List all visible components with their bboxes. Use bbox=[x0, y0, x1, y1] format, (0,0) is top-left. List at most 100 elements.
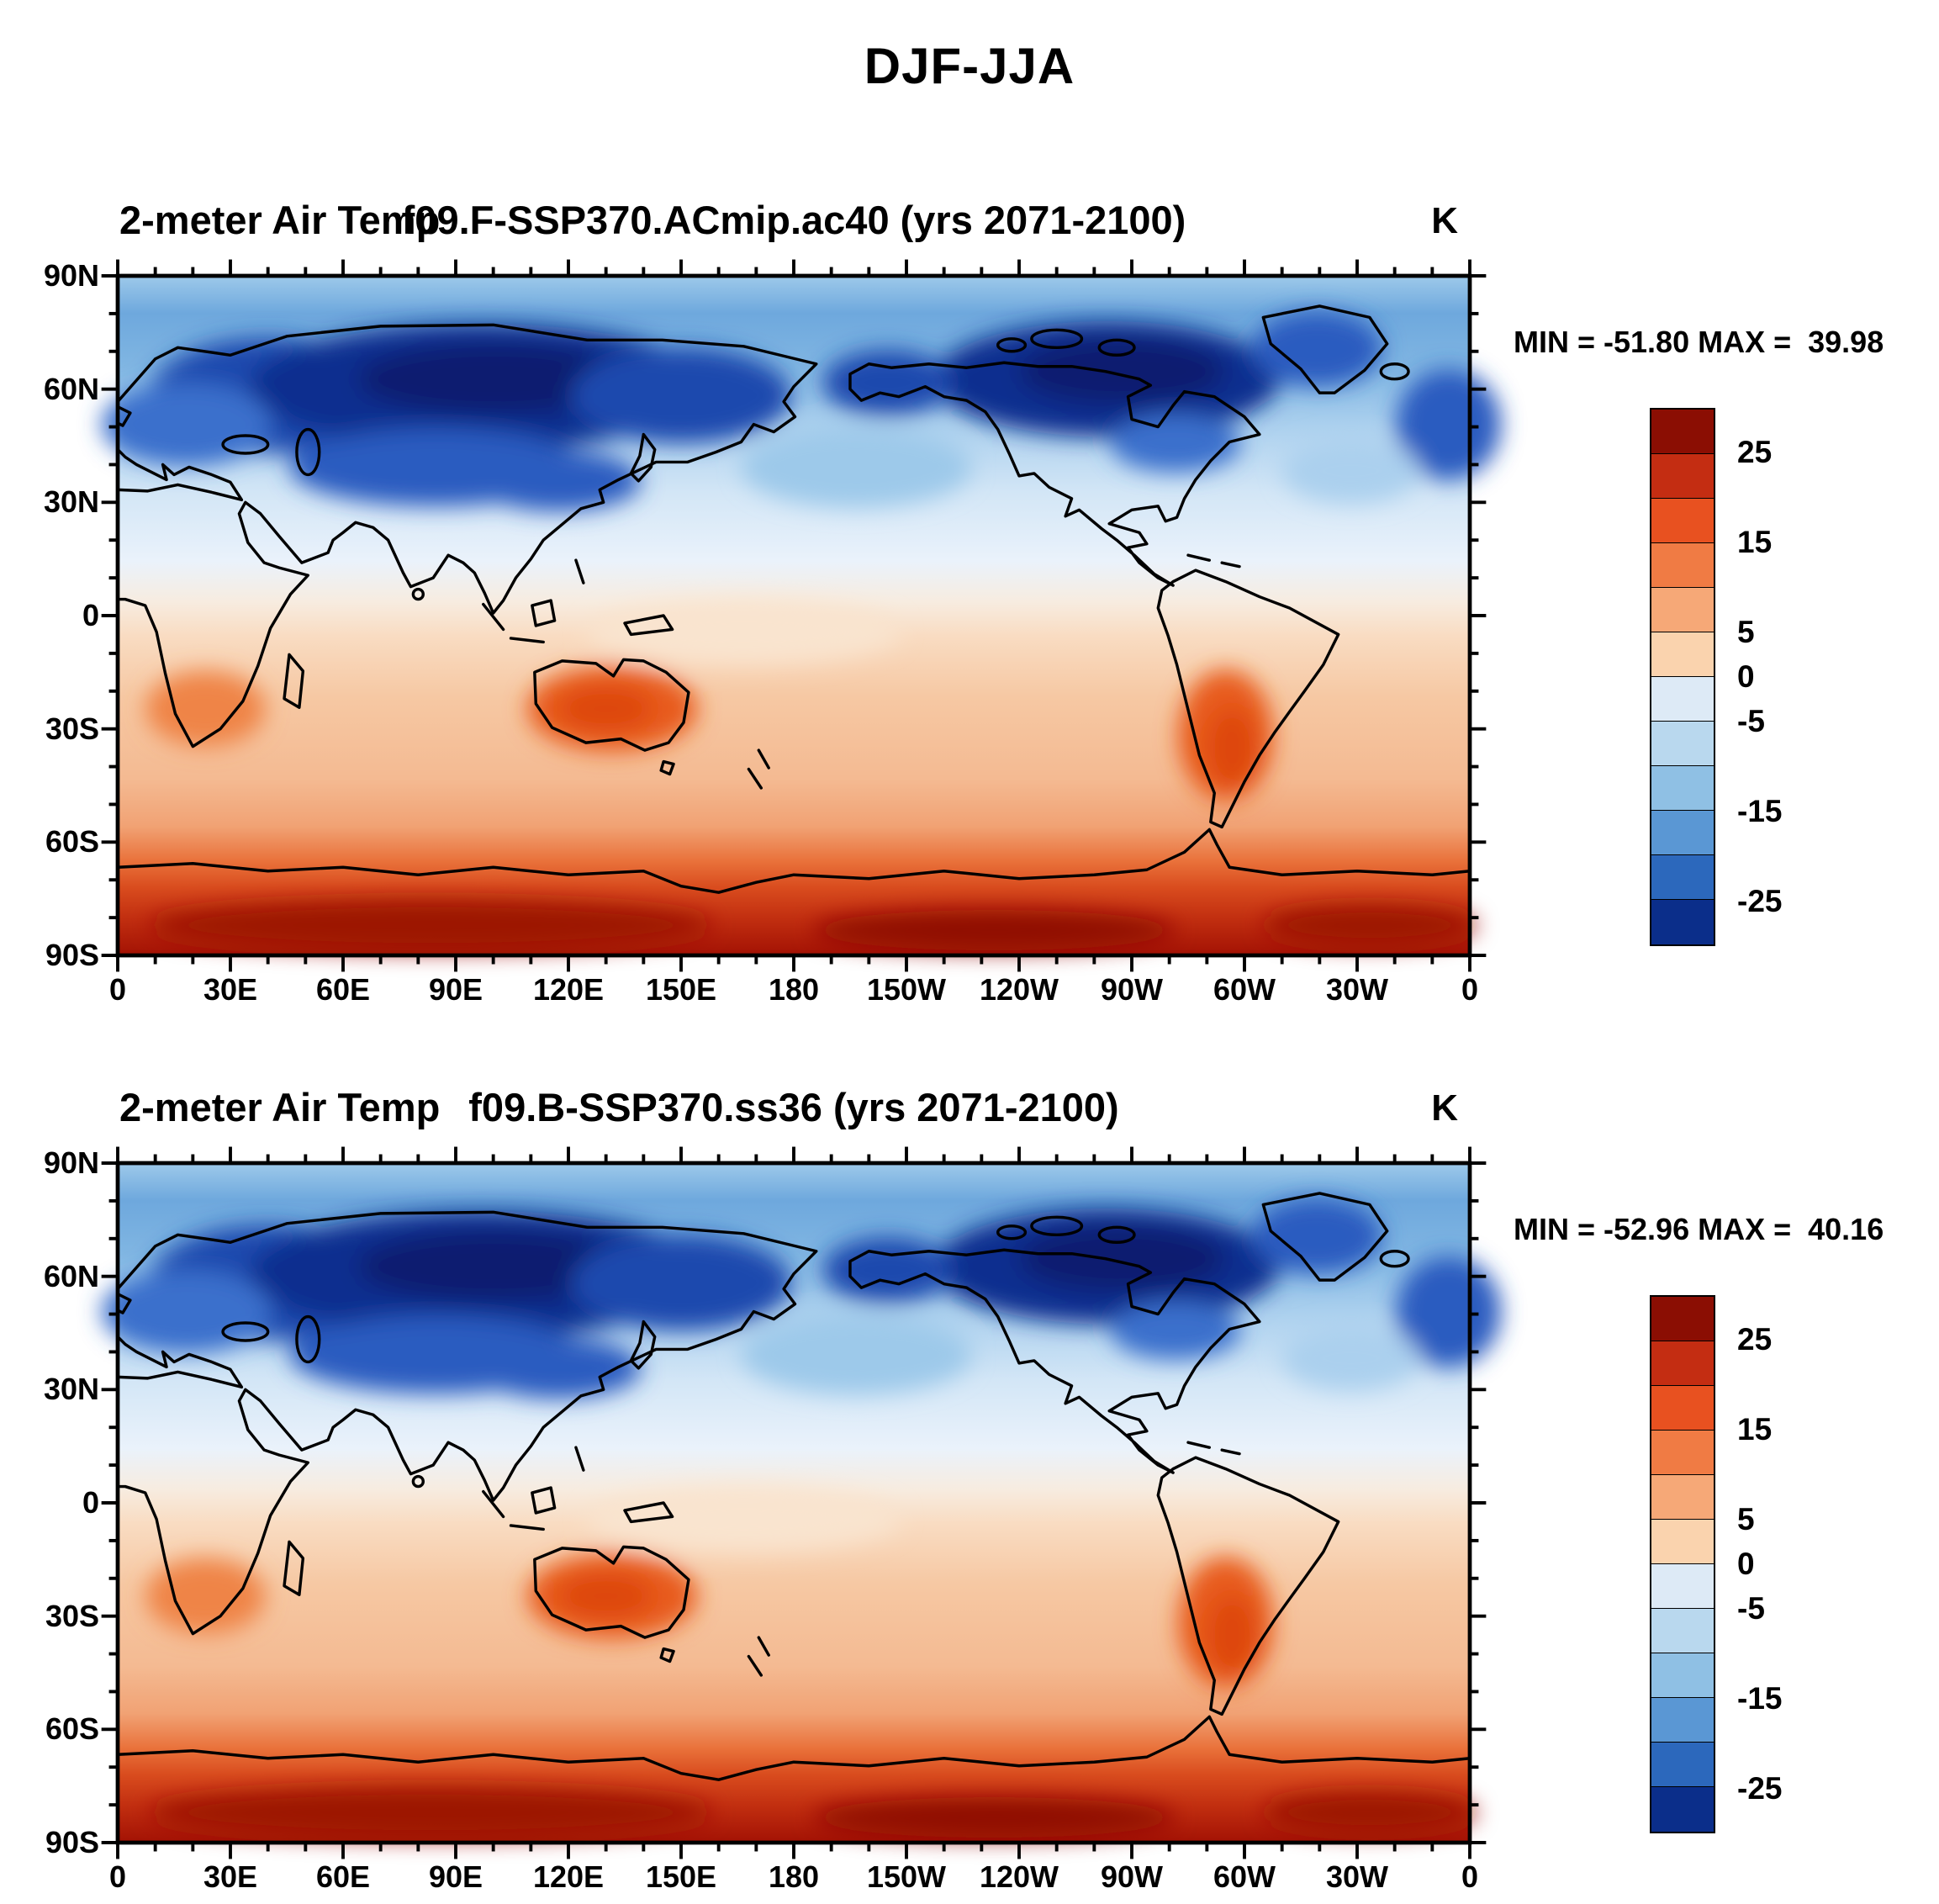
y-axis-tick-label: 0 bbox=[82, 598, 99, 632]
x-axis-tick-label: 150E bbox=[645, 1859, 717, 1894]
x-axis-tick-label: 0 bbox=[1461, 1859, 1479, 1894]
temperature-map bbox=[101, 259, 1502, 972]
colorbar-segment bbox=[1651, 1520, 1714, 1564]
x-axis-tick-label: 150W bbox=[866, 972, 947, 1007]
units-label: K bbox=[1431, 200, 1458, 241]
colorbar-tick-label: 15 bbox=[1737, 525, 1773, 559]
colorbar-segment bbox=[1651, 1787, 1714, 1832]
colorbar-tick-label: 0 bbox=[1737, 1547, 1755, 1581]
x-axis-tick-label: 0 bbox=[1461, 972, 1479, 1007]
panel-top-title-row: 2-meter Air Temp f09.F-SSP370.ACmip.ac40… bbox=[118, 192, 1470, 252]
colorbar-segment bbox=[1651, 499, 1714, 543]
colorbar-tick-label: -5 bbox=[1737, 704, 1765, 739]
colorbar-scale bbox=[1650, 1295, 1715, 1833]
x-axis-tick-label: 120W bbox=[979, 1859, 1059, 1894]
colorbar-segment bbox=[1651, 1564, 1714, 1609]
colorbar-scale bbox=[1650, 408, 1715, 946]
y-axis-tick-label: 30N bbox=[43, 1372, 99, 1407]
y-axis-tick-label: 90S bbox=[45, 1825, 99, 1859]
x-axis-tick-label: 90E bbox=[428, 972, 483, 1007]
x-axis-tick-label: 60W bbox=[1213, 972, 1276, 1007]
colorbar-tick-label: -25 bbox=[1737, 883, 1783, 918]
colorbar-segment bbox=[1651, 722, 1714, 766]
x-axis-tick-label: 180 bbox=[768, 1859, 820, 1894]
y-axis-tick-label: 30S bbox=[45, 711, 99, 746]
colorbar-segment bbox=[1651, 1653, 1714, 1698]
y-axis-tick-label: 60S bbox=[45, 1711, 99, 1747]
x-axis-tick-label: 90E bbox=[428, 1859, 483, 1894]
colorbar-segment bbox=[1651, 454, 1714, 499]
colorbar: 25 15 5 0 -5 -15 -25 bbox=[1650, 408, 1902, 946]
y-axis-tick-label: 0 bbox=[82, 1485, 99, 1520]
y-axis-labels: 90N 60N 30N 0 30S 60S 90S bbox=[25, 258, 109, 972]
colorbar-tick-label: 25 bbox=[1737, 1322, 1773, 1357]
panel-left-title: 2-meter Air Temp bbox=[119, 1085, 441, 1129]
temperature-map bbox=[101, 1146, 1502, 1859]
y-axis-tick-label: 60N bbox=[43, 371, 99, 406]
x-axis-tick-label: 120E bbox=[532, 972, 605, 1007]
x-axis-tick-label: 60E bbox=[315, 972, 371, 1007]
panel-case-title: f09.F-SSP370.ACmip.ac40 (yrs 2071-2100) bbox=[401, 198, 1186, 242]
colorbar-tick-label: -5 bbox=[1737, 1591, 1765, 1626]
world-map-plot bbox=[101, 259, 1502, 972]
y-axis-tick-label: 60S bbox=[45, 824, 99, 859]
x-axis-tick-label: 60W bbox=[1213, 1859, 1276, 1894]
y-axis-tick-label: 30N bbox=[43, 484, 99, 520]
x-axis-tick-label: 0 bbox=[108, 1859, 127, 1894]
x-axis-tick-label: 30W bbox=[1325, 972, 1389, 1007]
colorbar-segment bbox=[1651, 410, 1714, 454]
y-axis-labels: 90N 60N 30N 0 30S 60S 90S bbox=[25, 1145, 109, 1859]
colorbar-segment bbox=[1651, 855, 1714, 900]
x-axis-tick-label: 120W bbox=[979, 972, 1059, 1007]
x-axis-tick-label: 60E bbox=[315, 1859, 371, 1894]
colorbar-segment bbox=[1651, 588, 1714, 632]
x-axis-tick-label: 150W bbox=[866, 1859, 947, 1894]
colorbar-segment bbox=[1651, 1698, 1714, 1743]
minmax-label: MIN = -52.96 MAX = 40.16 bbox=[1514, 1212, 1884, 1246]
colorbar: 25 15 5 0 -5 -15 -25 bbox=[1650, 1295, 1902, 1833]
colorbar-segment bbox=[1651, 811, 1714, 855]
y-axis-tick-label: 90N bbox=[43, 1145, 99, 1180]
colorbar-segment bbox=[1651, 1297, 1714, 1341]
minmax-label: MIN = -51.80 MAX = 39.98 bbox=[1514, 325, 1884, 359]
x-axis-tick-label: 180 bbox=[768, 972, 820, 1007]
colorbar-tick-label: -15 bbox=[1737, 794, 1783, 828]
x-axis-tick-label: 30E bbox=[203, 1859, 258, 1894]
y-axis-tick-label: 90S bbox=[45, 938, 99, 972]
x-axis-tick-label: 120E bbox=[532, 1859, 605, 1894]
world-map-plot bbox=[101, 1146, 1502, 1859]
colorbar-tick-label: 15 bbox=[1737, 1412, 1773, 1447]
x-axis-tick-label: 90W bbox=[1100, 1859, 1164, 1894]
x-axis-labels: 0 30E 60E 90E 120E 150E 180 150W 120W 90W 60W 30W 0 bbox=[109, 972, 1478, 1014]
colorbar-tick-label: 5 bbox=[1737, 1501, 1755, 1536]
colorbar-tick-label: -15 bbox=[1737, 1681, 1783, 1716]
y-axis-tick-label: 30S bbox=[45, 1598, 99, 1633]
colorbar-tick-label: 0 bbox=[1737, 659, 1755, 694]
x-axis-tick-label: 150E bbox=[645, 972, 717, 1007]
panel-top: 2-meter Air Temp f09.F-SSP370.ACmip.ac40… bbox=[0, 192, 1939, 1083]
colorbar-segment bbox=[1651, 900, 1714, 944]
colorbar-segment bbox=[1651, 632, 1714, 677]
x-axis-tick-label: 0 bbox=[108, 972, 127, 1007]
x-axis-tick-label: 90W bbox=[1100, 972, 1164, 1007]
x-axis-tick-label: 30W bbox=[1325, 1859, 1389, 1894]
colorbar-segment bbox=[1651, 1431, 1714, 1475]
y-axis-tick-label: 90N bbox=[43, 258, 99, 293]
colorbar-segment bbox=[1651, 1475, 1714, 1520]
colorbar-tick-label: 25 bbox=[1737, 435, 1773, 470]
panel-case-title: f09.B-SSP370.ss36 (yrs 2071-2100) bbox=[468, 1085, 1119, 1129]
colorbar-tick-label: 5 bbox=[1737, 614, 1755, 649]
figure-title: DJF-JJA bbox=[864, 38, 1075, 94]
units-label: K bbox=[1431, 1087, 1458, 1129]
colorbar-segment bbox=[1651, 677, 1714, 722]
colorbar-segment bbox=[1651, 543, 1714, 588]
colorbar-segment bbox=[1651, 766, 1714, 811]
colorbar-segment bbox=[1651, 1743, 1714, 1787]
colorbar-segment bbox=[1651, 1386, 1714, 1431]
panel-bottom-title-row: 2-meter Air Temp f09.B-SSP370.ss36 (yrs … bbox=[118, 1079, 1470, 1140]
panel-left-title: 2-meter Air Temp bbox=[119, 198, 441, 242]
colorbar-segment bbox=[1651, 1341, 1714, 1386]
x-axis-tick-label: 30E bbox=[203, 972, 258, 1007]
panel-bottom: 2-meter Air Temp f09.B-SSP370.ss36 (yrs … bbox=[0, 1079, 1939, 1904]
